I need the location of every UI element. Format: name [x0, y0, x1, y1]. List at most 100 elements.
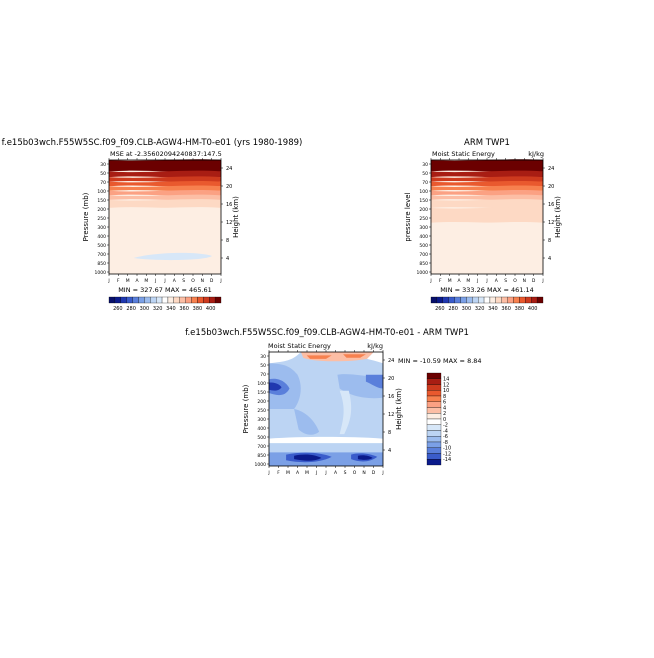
heat-band: [431, 194, 543, 201]
y-tick-label: 400: [419, 234, 428, 240]
y-tick-label: 50: [260, 363, 266, 369]
colorbar-swatch: [426, 418, 442, 425]
y-tick-label-right: 12: [548, 220, 554, 226]
y-tick-label: 200: [419, 207, 428, 213]
colorbar-swatch: [460, 296, 467, 304]
y-tick-label: 500: [97, 243, 106, 249]
y-tick-label-right: 16: [388, 394, 394, 400]
y-tick-label: 100: [97, 189, 106, 195]
colorbar-swatch: [426, 447, 442, 454]
colorbar-swatch: [156, 296, 163, 304]
colorbar-swatch: [426, 395, 442, 402]
panel2-plot-area: J F M A M J J A S O N D J305070100150200250300400500…: [417, 158, 554, 284]
y-tick-label: 70: [100, 180, 106, 186]
x-tick-label: F: [277, 470, 280, 476]
colorbar-label: -10: [443, 446, 451, 452]
x-tick-label: J: [485, 278, 487, 284]
diff-light: [339, 390, 352, 435]
y-tick-label: 30: [100, 162, 106, 168]
x-tick-label: N: [523, 278, 526, 284]
x-tick-label: N: [201, 278, 204, 284]
y-tick-label-right: 20: [388, 376, 394, 382]
y-tick-label-right: 8: [388, 430, 391, 436]
x-tick-label: M: [126, 278, 130, 284]
panel2-units: kJ/kg: [528, 150, 544, 158]
colorbar-label: 340: [488, 306, 498, 312]
colorbar-swatch: [426, 436, 442, 443]
panel3-title: f.e15b03wch.F55W5SC.f09_f09.CLB-AGW4-HM-…: [185, 328, 469, 338]
x-tick-label: D: [210, 278, 214, 284]
colorbar-label: 4: [443, 405, 446, 411]
heat-band: [431, 199, 543, 209]
panel3-plot-area: J F M A M J J A S O N D J305070100150200250300400500…: [255, 350, 394, 476]
heat-band: [431, 207, 543, 224]
x-tick-label: M: [448, 278, 452, 284]
x-tick-label: J: [541, 278, 543, 284]
colorbar-label: 300: [462, 306, 472, 312]
x-tick-label: J: [154, 278, 156, 284]
y-tick-label-right: 20: [548, 184, 554, 190]
x-tick-label: J: [315, 470, 317, 476]
colorbar-swatch: [426, 424, 442, 431]
colorbar-label: 2: [443, 411, 446, 417]
heat-band: [431, 170, 543, 178]
heat-band: [431, 185, 543, 192]
colorbar-swatch: [209, 296, 216, 304]
y-tick-label: 30: [422, 162, 428, 168]
heat-band: [109, 194, 221, 201]
y-tick-label: 50: [422, 171, 428, 177]
heat-band: [109, 159, 221, 173]
colorbar-swatch: [179, 296, 186, 304]
y-tick-label: 150: [419, 198, 428, 204]
colorbar-label: 320: [475, 306, 485, 312]
y-tick-label: 70: [260, 372, 266, 378]
panel1-colorbar: 260 280 300 320 340 360 380 400: [108, 296, 222, 312]
y-tick-label-right: 8: [226, 238, 229, 244]
colorbar-label: -2: [443, 423, 448, 429]
x-tick-label: S: [504, 278, 507, 284]
diff-cool-core: [365, 374, 383, 389]
colorbar-swatch: [426, 384, 442, 391]
colorbar-swatch: [426, 459, 442, 466]
colorbar-label: 400: [206, 306, 216, 312]
panel3-subtitle: Moist Static Energy: [268, 342, 331, 350]
x-tick-label: O: [191, 278, 195, 284]
colorbar-swatch: [430, 296, 438, 304]
colorbar-label: -4: [443, 428, 448, 434]
colorbar-swatch: [167, 296, 174, 304]
y-tick-label: 1000: [95, 270, 107, 276]
x-tick-label: M: [466, 278, 470, 284]
colorbar-label: 360: [179, 306, 189, 312]
colorbar-label: 280: [448, 306, 458, 312]
colorbar-swatch: [426, 372, 442, 379]
heat-band: [109, 207, 221, 224]
colorbar-swatch: [150, 296, 157, 304]
colorbar-label: 10: [443, 388, 449, 394]
colorbar-swatch: [144, 296, 151, 304]
colorbar-swatch: [203, 296, 210, 304]
y-tick-label-right: 4: [548, 256, 551, 262]
y-tick-label-right: 8: [548, 238, 551, 244]
x-tick-label: J: [476, 278, 478, 284]
x-tick-label: J: [429, 278, 431, 284]
y-tick-label-right: 24: [388, 358, 394, 364]
panel2-subtitle: Moist Static Energy: [432, 150, 495, 158]
y-tick-label: 200: [257, 399, 266, 405]
x-tick-label: S: [182, 278, 185, 284]
y-tick-label: 400: [257, 426, 266, 432]
x-tick-label: A: [495, 278, 499, 284]
heat-band: [109, 221, 221, 232]
colorbar-swatch: [185, 296, 192, 304]
colorbar-swatch: [472, 296, 479, 304]
colorbar-label: 8: [443, 394, 446, 400]
heat-band: [109, 185, 221, 192]
colorbar-label: 14: [443, 377, 449, 383]
y-tick-label: 250: [257, 408, 266, 414]
colorbar-swatch: [448, 296, 455, 304]
x-tick-label: D: [532, 278, 536, 284]
panel3-units: kJ/kg: [367, 342, 383, 350]
panel1-min-max: MIN = 327.67 MAX = 465.61: [118, 286, 212, 294]
x-tick-label: M: [144, 278, 148, 284]
colorbar-label: -12: [443, 451, 451, 457]
